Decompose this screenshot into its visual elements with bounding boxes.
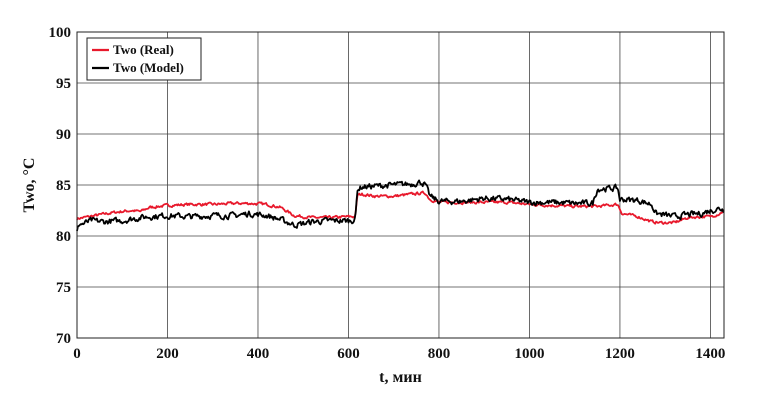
x-tick-label: 1200	[605, 346, 635, 362]
y-tick-label: 75	[56, 280, 71, 296]
y-tick-label: 85	[56, 178, 71, 194]
x-tick-label: 1400	[695, 346, 725, 362]
y-tick-label: 100	[49, 25, 72, 41]
grid	[76, 31, 724, 339]
y-tick-label: 95	[56, 76, 71, 92]
y-tick-label: 80	[56, 229, 71, 245]
x-tick-label: 400	[247, 346, 270, 362]
x-tick-label: 600	[337, 346, 360, 362]
x-tick-label: 1000	[514, 346, 544, 362]
y-tick-label: 90	[56, 127, 71, 143]
x-tick-label: 200	[156, 346, 179, 362]
plot-frame	[76, 31, 725, 339]
legend: Two (Real) Two (Model)	[86, 37, 202, 81]
legend-box	[86, 37, 202, 81]
x-axis-title: t, мин	[379, 369, 422, 386]
series-line-model	[76, 179, 725, 232]
x-tick-label: 800	[428, 346, 451, 362]
series-layer	[76, 179, 725, 232]
legend-label-model: Two (Model)	[113, 60, 184, 75]
y-tick-label: 70	[56, 331, 71, 347]
legend-label-real: Two (Real)	[113, 42, 174, 57]
x-tick-label: 0	[73, 346, 81, 362]
y-axis-title: Two, °C	[21, 158, 38, 213]
series-line-real	[76, 190, 725, 225]
